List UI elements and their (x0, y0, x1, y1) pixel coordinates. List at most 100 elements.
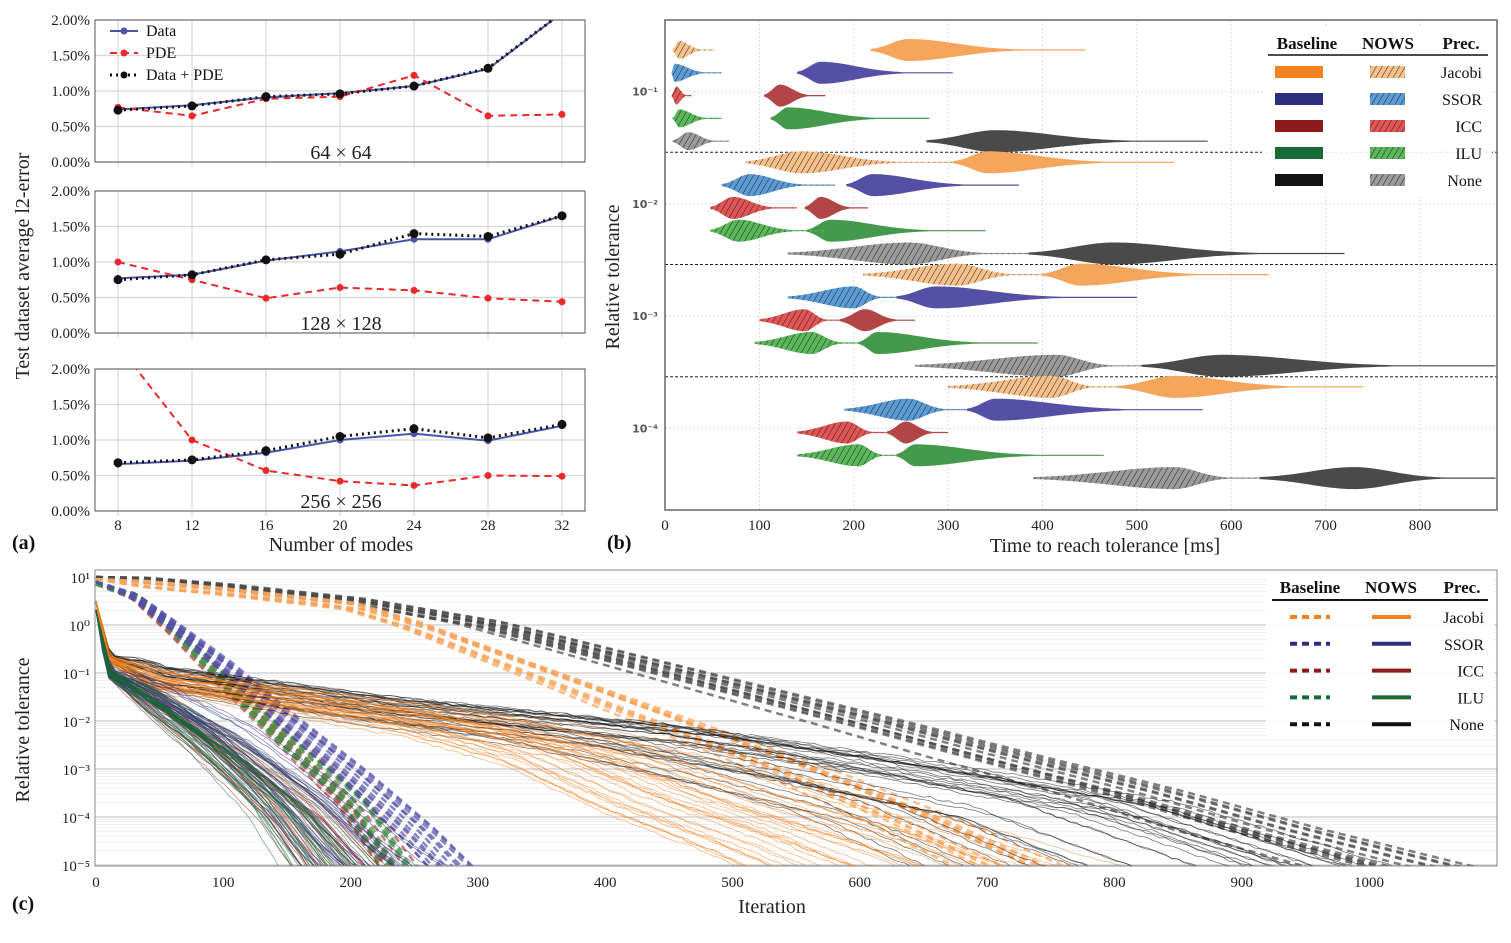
data-point (558, 8, 567, 17)
data-point (559, 9, 566, 16)
y-tick-label: 2.00% (51, 13, 90, 29)
x-tick-label: 600 (1220, 518, 1243, 534)
subplot-2: 0.00% 0.50% 1.00% 1.50% 2.00% 256 × 256 (51, 342, 586, 520)
x-tick-label: 400 (1031, 518, 1054, 534)
x-tick-label: 1000 (1354, 875, 1384, 891)
series-line-nows-ilu (95, 610, 328, 866)
data-point (409, 229, 419, 239)
series-line-baseline-ilu (95, 583, 391, 866)
data-point (410, 71, 418, 79)
y-tick-label: 0.00% (51, 155, 90, 171)
series-line-nows-jacobi (95, 602, 896, 866)
series-line-nows-ilu (95, 609, 346, 866)
violin-nows-ssor (787, 286, 897, 309)
x-tick-label: 700 (976, 875, 999, 891)
x-tick-label: 300 (467, 875, 490, 891)
violin-nows-jacobi (745, 151, 953, 174)
data-point (409, 81, 419, 91)
x-axis-label: Time to reach tolerance [ms] (990, 535, 1220, 557)
y-tick-label: 0.00% (51, 326, 90, 342)
series-line-nows-jacobi (95, 601, 852, 866)
x-tick-label: 12 (185, 518, 200, 534)
x-tick-label: 100 (212, 875, 235, 891)
series-line-nows-none (95, 602, 1343, 866)
series-line-baseline-jacobi (95, 577, 1067, 866)
x-tick-label: 800 (1409, 518, 1432, 534)
violin-nows-ssor (844, 398, 967, 421)
violin-nows-icc (759, 309, 840, 332)
violin-baseline-ssor (967, 398, 1203, 421)
violin-nows-icc (710, 196, 798, 219)
y-tick-label: 0.50% (51, 120, 90, 136)
violin-nows-none (787, 242, 1029, 265)
series-line-nows-ilu (95, 610, 309, 866)
violin-nows-jacobi (863, 263, 1043, 286)
series-line-nows-ilu (95, 609, 381, 866)
series-line-nows-ilu (95, 610, 348, 866)
x-tick-label: 200 (339, 875, 362, 891)
y-tick-label: 1.50% (51, 398, 90, 414)
legend-label: None (1447, 173, 1482, 190)
series-line-nows-ssor (95, 609, 430, 866)
data-point (113, 458, 123, 468)
tolerance-group: 10⁻³ (632, 263, 1497, 378)
violin-baseline-none (1028, 242, 1345, 265)
violin-nows-ssor (671, 63, 722, 82)
legend-label: Jacobi (1441, 65, 1482, 82)
series-line-nows-jacobi (95, 601, 737, 866)
x-tick-label: 800 (1103, 875, 1126, 891)
data-point (558, 110, 566, 118)
violin-baseline-jacobi (870, 39, 1085, 61)
legend-swatch-nows (1370, 147, 1405, 159)
legend-marker (120, 49, 128, 57)
y-tick-label: 10⁻³ (632, 310, 658, 323)
legend-header: Baseline (1277, 34, 1338, 53)
data-point (261, 92, 271, 102)
x-axis-label: Number of modes (269, 534, 414, 556)
y-tick-label: 1.50% (51, 220, 90, 236)
y-tick-label: 1.00% (51, 255, 90, 271)
series-line-nows-jacobi (95, 602, 1013, 866)
x-tick-label: 600 (849, 875, 872, 891)
series-line-nows-jacobi (95, 601, 859, 866)
data-point (115, 342, 122, 349)
violin-nows-ilu (710, 219, 826, 242)
data-point (336, 284, 344, 292)
data-point (262, 294, 270, 302)
series-line-baseline-icc (95, 583, 393, 866)
series-group (113, 8, 567, 120)
legend-label: ILU (1457, 690, 1484, 707)
data-point (187, 455, 197, 465)
violin-baseline-ilu (896, 444, 1104, 467)
series-line-nows-none (95, 601, 1289, 866)
y-tick-label: 0.50% (51, 291, 90, 307)
panel-label-b: (b) (607, 532, 631, 554)
legend-header: Prec. (1443, 34, 1480, 53)
violin-baseline-icc (764, 84, 826, 107)
violin-nows-jacobi (672, 41, 715, 59)
data-point (261, 446, 271, 456)
data-point (409, 424, 419, 434)
data-point (410, 481, 418, 489)
series-lines (95, 575, 1478, 866)
y-tick-label: 2.00% (51, 184, 90, 200)
data-point (558, 298, 566, 306)
x-tick-label: 8 (114, 518, 122, 534)
y-tick-label: 10⁰ (69, 619, 90, 635)
series-line-nows-jacobi (95, 603, 921, 866)
series-line-nows-ilu (95, 609, 350, 866)
series-line-nows-ilu (95, 609, 294, 866)
data-point (557, 419, 567, 429)
series-line-nows-ilu (95, 609, 302, 866)
y-tick-label: 10⁻² (63, 715, 91, 731)
violin-nows-jacobi (948, 375, 1118, 398)
legend-bg (1266, 574, 1494, 738)
series-line-baseline-none (95, 575, 1435, 866)
violin-baseline-icc (804, 196, 868, 219)
legend-header: Baseline (1280, 578, 1341, 597)
x-tick-label: 100 (748, 518, 771, 534)
legend-swatch-baseline (1275, 147, 1323, 159)
data-point (113, 275, 123, 285)
series-line-baseline-jacobi (95, 577, 994, 866)
